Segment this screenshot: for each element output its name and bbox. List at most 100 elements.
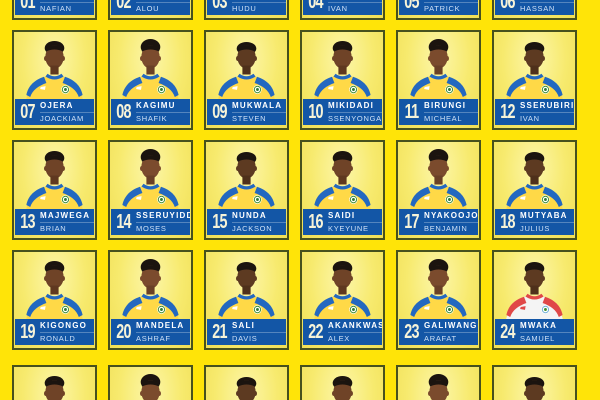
- player-name-plate: 20 MANDELA ASHRAF: [111, 319, 190, 345]
- player-name-plate: 18 MUTYABA JULIUS: [495, 209, 574, 235]
- player-first-name: SSENYONGA: [328, 114, 382, 123]
- player-first-name: HUDU: [232, 4, 257, 13]
- player-card: 12 SSERUBIRI IVAN: [492, 30, 577, 130]
- player-photo: [110, 252, 191, 324]
- player-name-plate: 21 SALI DAVIS: [207, 319, 286, 345]
- player-photo: [398, 32, 479, 104]
- player-first-name: ARAFAT: [424, 334, 457, 343]
- player-photo: [494, 142, 575, 214]
- player-name-plate: 15 NUNDA JACKSON: [207, 209, 286, 235]
- player-photo: [302, 142, 383, 214]
- player-card: 24 MWAKA SAMUEL: [492, 250, 577, 350]
- player-surname: KIGONGO: [40, 320, 94, 333]
- player-name-plate: 16 SAIDI KYEYUNE: [303, 209, 382, 235]
- player-photo: [494, 252, 575, 324]
- player-surname: MANDELA: [136, 320, 190, 333]
- player-first-name: ALEX: [328, 334, 350, 343]
- player-number: 15: [212, 211, 227, 233]
- player-name-plate: 22 AKANKWASA ALEX: [303, 319, 382, 345]
- player-card: 10 MIKIDADI SSENYONGA: [300, 30, 385, 130]
- player-name-plate: 04 IVAN: [303, 0, 382, 15]
- player-number: 12: [500, 101, 515, 123]
- player-name-plate: 19 KIGONGO RONALD: [15, 319, 94, 345]
- player-photo: [206, 252, 287, 324]
- player-first-name: SHAFIK: [136, 114, 168, 123]
- player-photo: [302, 252, 383, 324]
- player-card: 22 AKANKWASA ALEX: [300, 250, 385, 350]
- player-card: [12, 365, 97, 400]
- player-card: 03 HUDU: [204, 0, 289, 20]
- player-card: 07 OJERA JOACKIAM: [12, 30, 97, 130]
- player-number: 05: [404, 0, 419, 13]
- player-card: 21 SALI DAVIS: [204, 250, 289, 350]
- player-name-plate: 02 ALOU: [111, 0, 190, 15]
- player-card: [396, 365, 481, 400]
- player-surname: GALIWANGO: [424, 320, 478, 333]
- player-card: 08 KAGIMU SHAFIK: [108, 30, 193, 130]
- player-number: 08: [116, 101, 131, 123]
- player-photo: [110, 32, 191, 104]
- player-photo: [302, 367, 383, 400]
- player-number: 06: [500, 0, 515, 13]
- player-first-name: STEVEN: [232, 114, 267, 123]
- player-card: 04 IVAN: [300, 0, 385, 20]
- player-card: 16 SAIDI KYEYUNE: [300, 140, 385, 240]
- player-name-plate: 17 NYAKOOJO BENJAMIN: [399, 209, 478, 235]
- player-number: 16: [308, 211, 323, 233]
- player-surname: [328, 0, 382, 3]
- player-number: 23: [404, 321, 419, 343]
- player-surname: OJERA: [40, 100, 94, 113]
- player-name-plate: 01 NAFIAN: [15, 0, 94, 15]
- player-name-plate: 10 MIKIDADI SSENYONGA: [303, 99, 382, 125]
- player-first-name: MOSES: [136, 224, 167, 233]
- player-number: 17: [404, 211, 419, 233]
- player-first-name: DAVIS: [232, 334, 258, 343]
- player-card: 11 BIRUNGI MICHEAL: [396, 30, 481, 130]
- player-photo: [206, 142, 287, 214]
- player-number: 04: [308, 0, 323, 13]
- player-name-plate: 12 SSERUBIRI IVAN: [495, 99, 574, 125]
- player-surname: SSERUYIDDE: [136, 210, 190, 223]
- player-first-name: JOACKIAM: [40, 114, 84, 123]
- player-number: 20: [116, 321, 131, 343]
- player-first-name: NAFIAN: [40, 4, 72, 13]
- player-surname: SALI: [232, 320, 286, 333]
- player-card: [492, 365, 577, 400]
- player-photo: [302, 32, 383, 104]
- player-card: 15 NUNDA JACKSON: [204, 140, 289, 240]
- player-surname: [136, 0, 190, 3]
- player-card: 02 ALOU: [108, 0, 193, 20]
- player-photo: [206, 32, 287, 104]
- player-photo: [14, 142, 95, 214]
- player-number: 10: [308, 101, 323, 123]
- player-name-plate: 24 MWAKA SAMUEL: [495, 319, 574, 345]
- player-first-name: HASSAN: [520, 4, 556, 13]
- player-name-plate: 06 HASSAN: [495, 0, 574, 15]
- player-number: 14: [116, 211, 131, 233]
- player-first-name: ASHRAF: [136, 334, 171, 343]
- player-first-name: RONALD: [40, 334, 76, 343]
- player-photo: [14, 32, 95, 104]
- player-card: 01 NAFIAN: [12, 0, 97, 20]
- player-first-name: IVAN: [328, 4, 348, 13]
- player-photo: [110, 367, 191, 400]
- player-first-name: ALOU: [136, 4, 160, 13]
- player-number: 01: [20, 0, 35, 13]
- player-photo: [14, 252, 95, 324]
- player-surname: KAGIMU: [136, 100, 190, 113]
- player-surname: NYAKOOJO: [424, 210, 478, 223]
- player-number: 03: [212, 0, 227, 13]
- player-number: 11: [404, 101, 420, 123]
- player-number: 22: [308, 321, 323, 343]
- player-photo: [494, 32, 575, 104]
- player-number: 02: [116, 0, 131, 13]
- player-card: 17 NYAKOOJO BENJAMIN: [396, 140, 481, 240]
- player-surname: SSERUBIRI: [520, 100, 574, 113]
- player-surname: AKANKWASA: [328, 320, 382, 333]
- player-card: 18 MUTYABA JULIUS: [492, 140, 577, 240]
- player-photo: [110, 142, 191, 214]
- player-first-name: PATRICK: [424, 4, 461, 13]
- player-name-plate: 13 MAJWEGA BRIAN: [15, 209, 94, 235]
- player-surname: [520, 0, 574, 3]
